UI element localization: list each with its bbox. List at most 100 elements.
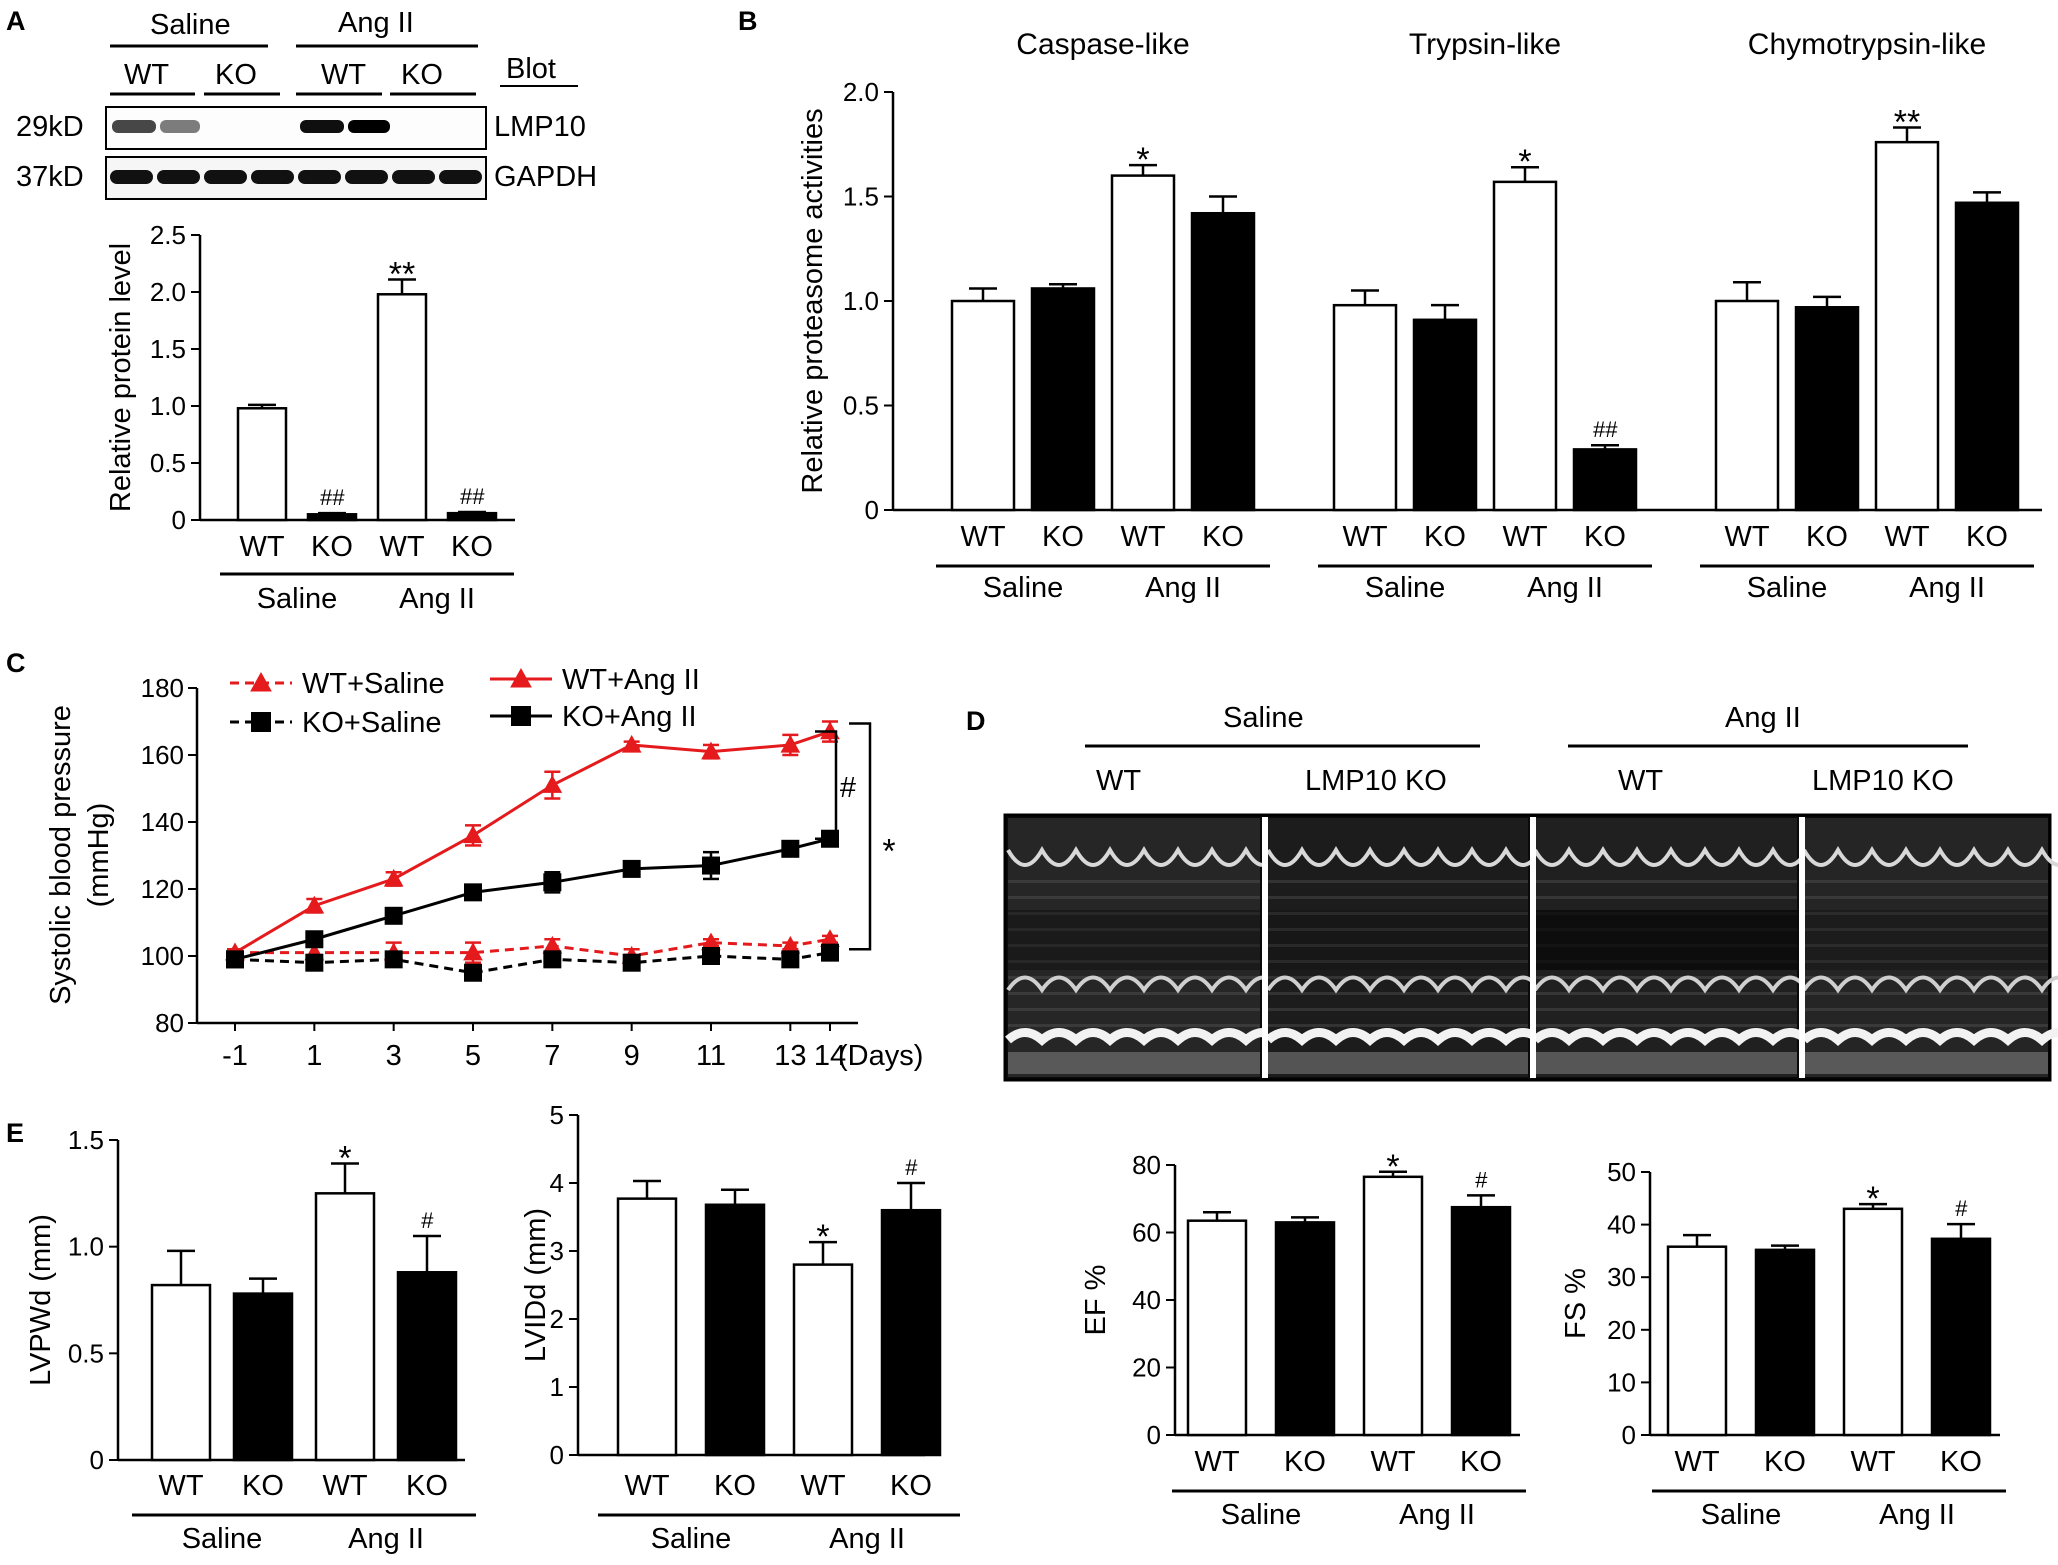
echo-floor-2	[1535, 1052, 1797, 1074]
echo-wall-bottom-0	[1005, 1028, 1283, 1046]
E_lvpwd-xcat-0-3: KO	[406, 1470, 448, 1502]
echo-separator-2	[1799, 817, 1805, 1078]
c-point-2-5	[621, 734, 642, 753]
c-ylabel: Systolic blood pressure	[45, 705, 77, 1005]
chart-a-protein: 0 0.5 1.0 1.5 2.0 2.5 Relative protein level WT…	[105, 220, 515, 615]
blot-band-lmp10-1	[160, 120, 200, 133]
A_protein-ytick-label-0: 0	[172, 505, 186, 535]
blot-group-saline: Saline	[150, 9, 231, 41]
B_proteasome-group-label-2-1: Ang II	[1909, 572, 1985, 604]
A_protein-group-label-0-0: Saline	[257, 583, 338, 615]
A_protein-xcat-0-1: KO	[311, 531, 353, 563]
E_ef-bar-0-1	[1274, 1221, 1336, 1437]
c-ytick-label-1: 100	[141, 941, 184, 971]
echo-col-1: WT	[1096, 765, 1141, 797]
c-xtick-label-0: -1	[222, 1040, 248, 1072]
blot-band-gapdh-6	[392, 170, 435, 184]
B_proteasome-bar-2-3	[1954, 201, 2020, 512]
echo-wall-bottom-2	[1532, 1028, 1810, 1046]
echo-texture-0-2	[1008, 912, 1260, 915]
E_lvidd-ytick-label-4: 4	[550, 1168, 564, 1198]
echo-texture-0-7	[1008, 992, 1260, 995]
B_proteasome-sig-1-2: *	[1518, 143, 1531, 181]
c-line-3	[234, 837, 831, 961]
c-xtick-label-6: 11	[696, 1040, 726, 1072]
echo-floor-1	[1268, 1052, 1528, 1074]
c-legend-label-1: KO+Saline	[302, 707, 441, 739]
echo-texture-3-9	[1804, 1024, 2048, 1027]
E_ef-ytick-label-4: 80	[1132, 1150, 1161, 1180]
E_lvidd-ytick-label-2: 2	[550, 1304, 564, 1334]
E_ef-ytick-label-0: 0	[1147, 1420, 1161, 1450]
c-ylabel2: (mmHg)	[83, 803, 115, 908]
echo-texture-1-7	[1268, 992, 1528, 995]
c-xtick-label-4: 7	[544, 1040, 560, 1072]
E_lvidd-xcat-0-0: WT	[624, 1470, 669, 1502]
echo-col-3: WT	[1618, 765, 1663, 797]
E_fs-bar-0-1	[1754, 1248, 1816, 1437]
c-sig-star: *	[882, 832, 895, 870]
E_lvpwd-sig-0-2: *	[338, 1139, 351, 1177]
B_proteasome-xcat-1-0: WT	[1342, 521, 1387, 553]
E_lvpwd-sig-0-3: #	[421, 1208, 434, 1233]
echo-texture-1-1	[1268, 896, 1528, 899]
B_proteasome-xcat-2-1: KO	[1806, 521, 1848, 553]
echo-mmode-images	[1005, 817, 2058, 1078]
E_ef-ylabel: EF %	[1080, 1265, 1112, 1336]
B_proteasome-xcat-2-2: WT	[1884, 521, 1929, 553]
B_proteasome-group-label-2-0: Saline	[1747, 572, 1828, 604]
E_ef-bar-0-2	[1362, 1175, 1424, 1437]
echo-texture-2-1	[1535, 896, 1797, 899]
echo-texture-0-8	[1008, 1008, 1260, 1011]
echo-lumen-0	[1008, 910, 1260, 970]
E_lvidd-bar-0-1	[704, 1203, 766, 1457]
panel-label-e: E	[6, 1118, 24, 1148]
A_protein-sig-0-3: ##	[460, 484, 485, 509]
B_proteasome-ytick-label-2: 1.0	[843, 286, 879, 316]
c-point-1-8	[821, 943, 839, 962]
echo-texture-3-3	[1804, 928, 2048, 931]
c-point-2-4	[542, 775, 563, 793]
c-point-1-3	[464, 963, 482, 982]
B_proteasome-xcat-2-3: KO	[1966, 521, 2008, 553]
B_proteasome-bar-0-0	[950, 299, 1016, 512]
blot-band-gapdh-2	[204, 170, 247, 184]
panel-label-d: D	[966, 706, 986, 736]
blot-group-angii: Ang II	[338, 7, 414, 39]
echo-texture-3-0	[1804, 880, 2048, 883]
c-ytick-label-2: 120	[141, 874, 184, 904]
c-xtick-label-2: 3	[386, 1040, 402, 1072]
c-legend-label-2: WT+Ang II	[562, 664, 700, 696]
E_ef-xcat-0-3: KO	[1460, 1446, 1502, 1478]
E_lvpwd-group-label-0-1: Ang II	[348, 1523, 424, 1555]
c-ytick-label-4: 160	[141, 740, 184, 770]
chart-e-fs: 0 10 20 30 40 50 FS % WT KO WT * KO # Saline Ang II	[1560, 1157, 2006, 1531]
B_proteasome-xcat-1-1: KO	[1424, 521, 1466, 553]
chart-b-proteasome: 0 0.5 1.0 1.5 2.0 Relative proteasome activit…	[797, 28, 2042, 604]
E_ef-xcat-0-1: KO	[1284, 1446, 1326, 1478]
c-point-1-7	[781, 950, 800, 969]
A_protein-ytick-label-4: 2.0	[150, 277, 186, 307]
c-legend-label-3: KO+Ang II	[562, 701, 697, 733]
blot-band-gapdh-5	[345, 170, 388, 184]
blot-kd-gapdh: 37kD	[16, 161, 84, 193]
echo-texture-3-1	[1804, 896, 2048, 899]
echo-wall-mid-0	[1006, 975, 1282, 994]
A_protein-bar-0-2	[376, 293, 428, 522]
c-point-2-7	[780, 734, 801, 753]
c-point-1-4	[543, 950, 562, 969]
echo-texture-2-6	[1535, 976, 1797, 979]
B_proteasome-sig-2-2: **	[1894, 104, 1920, 142]
echo-texture-1-6	[1268, 976, 1528, 979]
E_ef-bar-0-3	[1450, 1205, 1512, 1437]
c-point-1-6	[702, 947, 720, 965]
echo-texture-2-8	[1535, 1008, 1797, 1011]
blot-band-gapdh-4	[298, 170, 341, 184]
c-legend-marker-3	[511, 706, 531, 726]
E_fs-group-label-0-1: Ang II	[1879, 1499, 1955, 1531]
B_proteasome-ytick-label-3: 1.5	[843, 182, 879, 212]
E_fs-ytick-label-0: 0	[1622, 1420, 1636, 1450]
western-blot: Saline Ang II WT KO WT KO Blot 29kD 37kD…	[16, 7, 597, 200]
E_fs-ytick-label-2: 20	[1607, 1315, 1636, 1345]
